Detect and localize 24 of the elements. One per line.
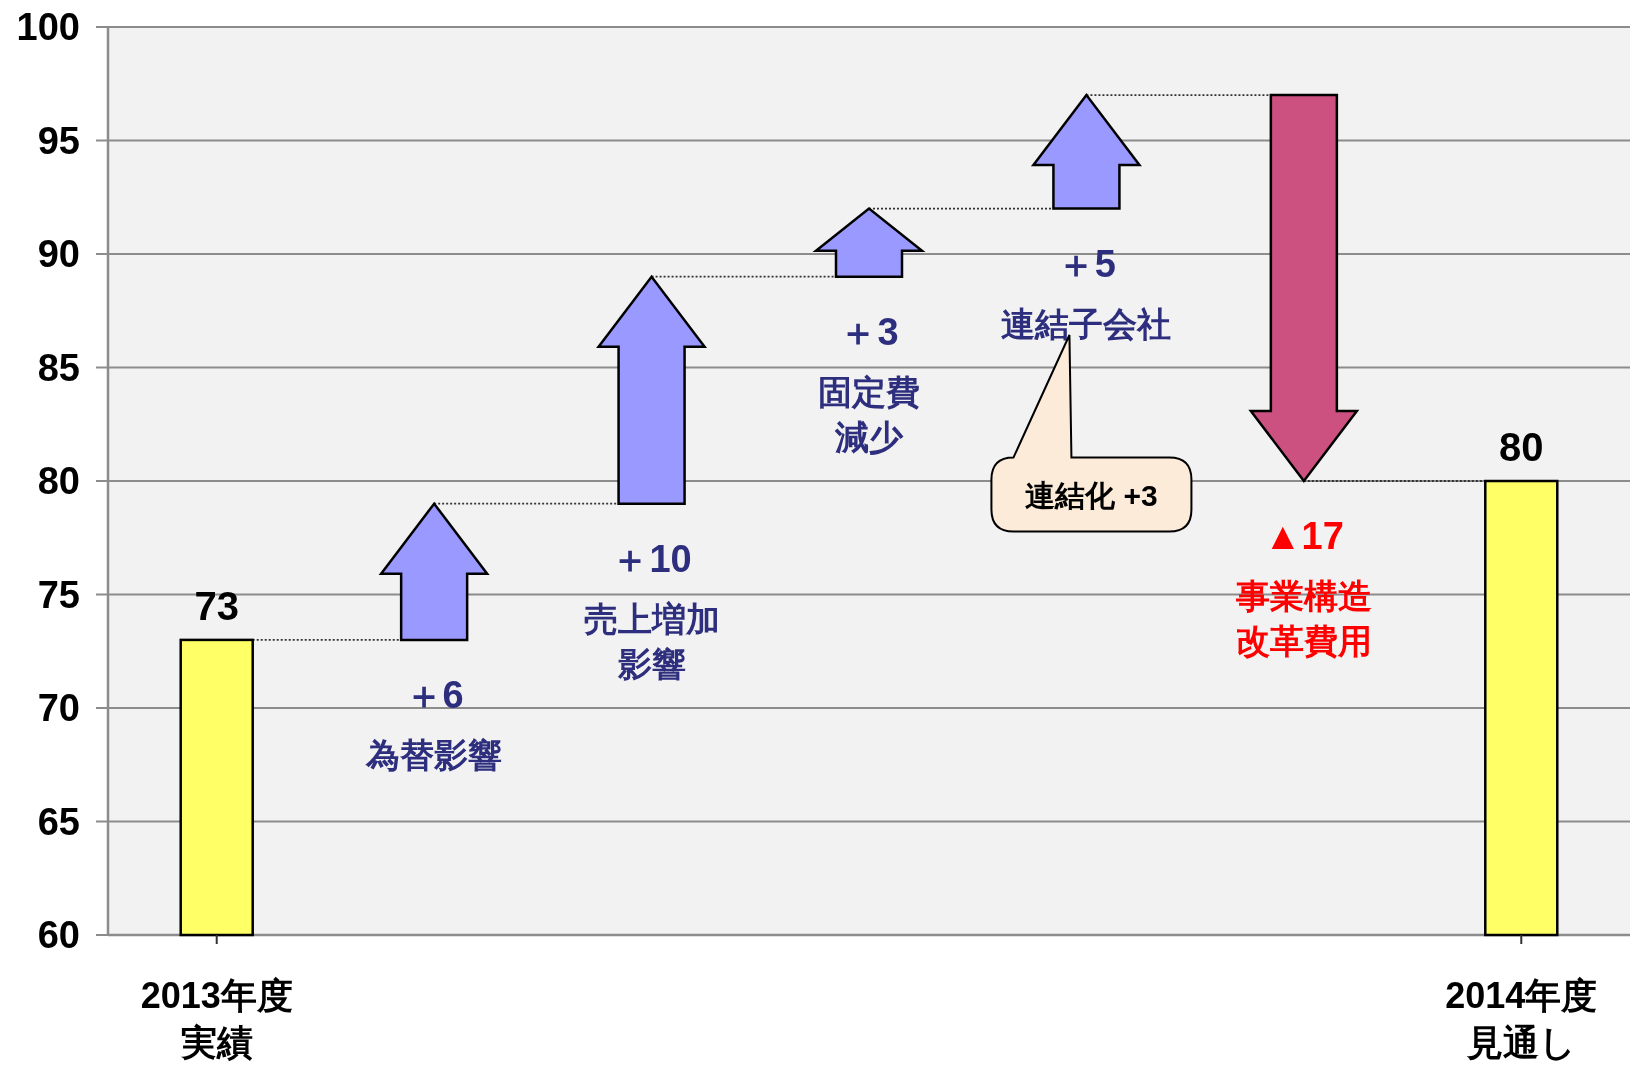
y-tick-label: 80 — [37, 460, 80, 502]
x-tick-label: 2013年度実績 — [140, 974, 293, 1063]
data-label: 73 — [194, 583, 239, 628]
y-tick-label: 60 — [37, 914, 80, 956]
y-tick-label: 85 — [37, 346, 80, 389]
data-label: ▲17 — [1263, 515, 1344, 557]
data-label: ＋5 — [1056, 242, 1116, 285]
y-tick-label: 65 — [37, 800, 80, 843]
data-label: ＋3 — [839, 310, 899, 353]
x-tick-label: 売上増加影響 — [583, 599, 720, 683]
data-label: 80 — [1499, 425, 1544, 469]
y-tick-label: 75 — [37, 573, 80, 616]
x-tick-label: 2014年度見通し — [1445, 974, 1598, 1063]
annotation: 連結化 +3 — [1025, 478, 1158, 512]
data-label: ＋6 — [404, 673, 464, 716]
x-tick-label: 為替影響 — [365, 735, 503, 774]
y-tick-label: 70 — [37, 687, 80, 729]
x-tick-label: 固定費減少 — [818, 372, 920, 456]
y-tick-label: 95 — [37, 119, 80, 162]
x-tick-label: 連結子会社 — [1001, 304, 1172, 343]
data-label: ＋10 — [611, 537, 692, 580]
y-tick-label: 100 — [16, 6, 80, 48]
x-tick-label: 事業構造改革費用 — [1234, 577, 1372, 660]
y-tick-label: 90 — [37, 233, 80, 275]
